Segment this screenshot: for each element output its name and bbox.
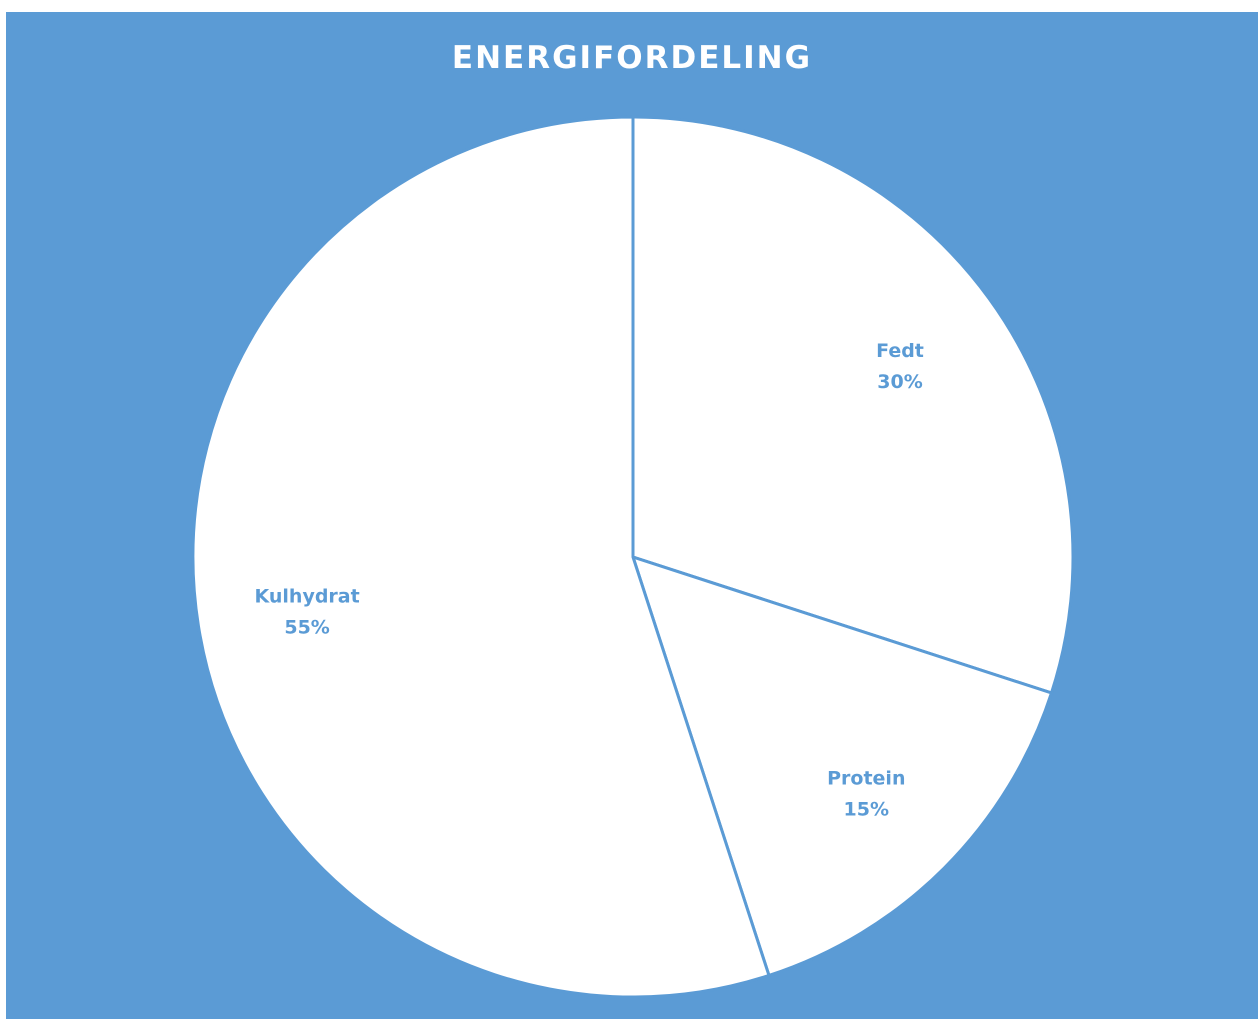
slice-percent-label: 30% <box>877 371 922 393</box>
pie-chart: Fedt 30% Protein 15% Kulhydrat 55% <box>6 12 1258 1019</box>
chart-area: ENERGIFORDELING Fedt 30% Protein 15% Kulhydr… <box>6 12 1258 1019</box>
slice-category-label: Fedt <box>876 340 924 362</box>
slice-category-label: Protein <box>827 767 905 789</box>
slice-percent-label: 15% <box>844 798 889 820</box>
slice-percent-label: 55% <box>284 617 329 639</box>
slice-category-label: Kulhydrat <box>254 586 359 608</box>
